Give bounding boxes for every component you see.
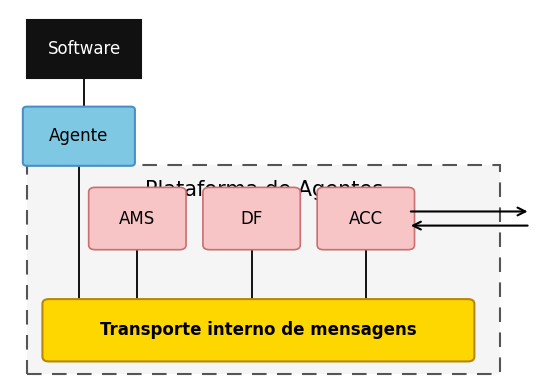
Text: ACC: ACC (349, 210, 383, 227)
Bar (27, 20, 141, 78)
Text: Software: Software (48, 40, 121, 58)
FancyBboxPatch shape (89, 187, 186, 250)
Text: Transporte interno de mensagens: Transporte interno de mensagens (100, 321, 417, 339)
FancyBboxPatch shape (203, 187, 300, 250)
Bar (27, 165, 500, 374)
Text: Agente: Agente (49, 127, 109, 145)
FancyBboxPatch shape (317, 187, 415, 250)
FancyBboxPatch shape (42, 299, 474, 361)
FancyBboxPatch shape (23, 107, 135, 166)
Text: DF: DF (240, 210, 263, 227)
Text: AMS: AMS (119, 210, 156, 227)
Text: Plataforma de Agentes: Plataforma de Agentes (145, 180, 383, 200)
